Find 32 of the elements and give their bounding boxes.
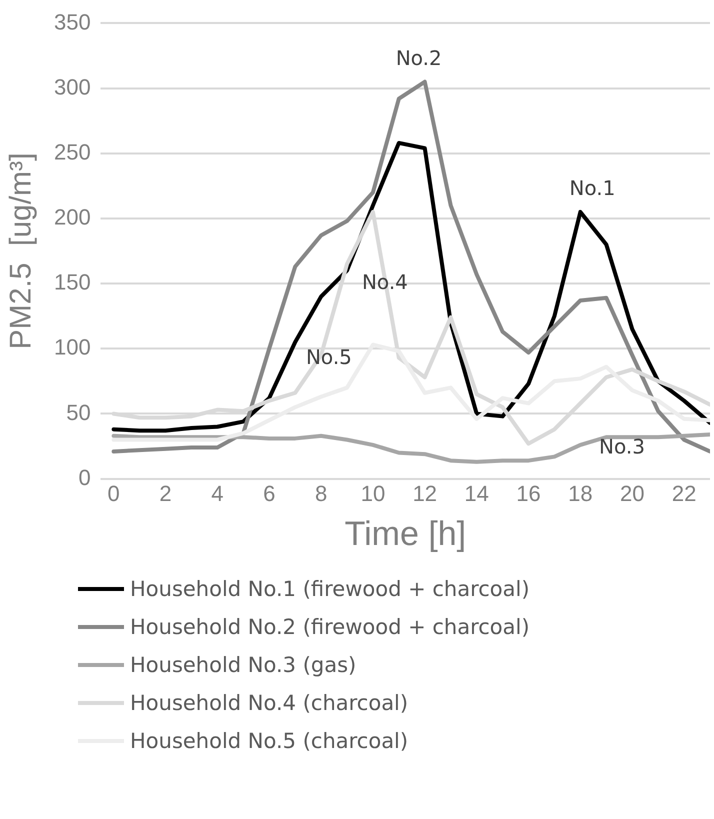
x-tick-label: 22	[672, 481, 696, 506]
x-tick-label: 20	[620, 481, 644, 506]
x-axis-title: Time [h]	[344, 514, 466, 553]
y-tick-label: 250	[54, 139, 91, 164]
x-tick-label: 6	[263, 481, 276, 506]
legend-label: Household No.1 (firewood + charcoal)	[130, 577, 530, 601]
legend-label: Household No.4 (charcoal)	[130, 691, 408, 715]
y-tick-label: 350	[54, 9, 91, 34]
legend-label: Household No.3 (gas)	[130, 653, 356, 677]
x-tick-label: 16	[516, 481, 541, 506]
y-tick-label: 100	[54, 334, 91, 360]
x-tick-label: 18	[568, 481, 593, 506]
x-tick-label: 10	[360, 481, 386, 506]
x-tick-label: 4	[211, 481, 224, 506]
x-tick-label: 8	[314, 481, 328, 506]
x-tick-label: 0	[108, 481, 120, 506]
legend-label: Household No.2 (firewood + charcoal)	[130, 615, 530, 639]
annotation: No.3	[599, 434, 645, 459]
y-tick-label: 50	[66, 400, 91, 425]
annotation: No.5	[306, 344, 352, 369]
x-tick-label: 2	[159, 481, 172, 506]
legend-label: Household No.5 (charcoal)	[130, 729, 408, 753]
y-axis-title: PM2.5 [ug/m³]	[4, 152, 38, 350]
y-tick-label: 200	[54, 204, 91, 230]
annotation: No.1	[569, 176, 616, 200]
y-tick-label: 0	[78, 464, 91, 490]
x-tick-label: 12	[412, 481, 438, 506]
x-tick-label: 14	[464, 481, 489, 506]
annotation: No.4	[362, 270, 408, 294]
annotation: No.2	[396, 46, 442, 70]
y-tick-label: 150	[54, 270, 91, 295]
y-tick-label: 300	[54, 74, 91, 100]
